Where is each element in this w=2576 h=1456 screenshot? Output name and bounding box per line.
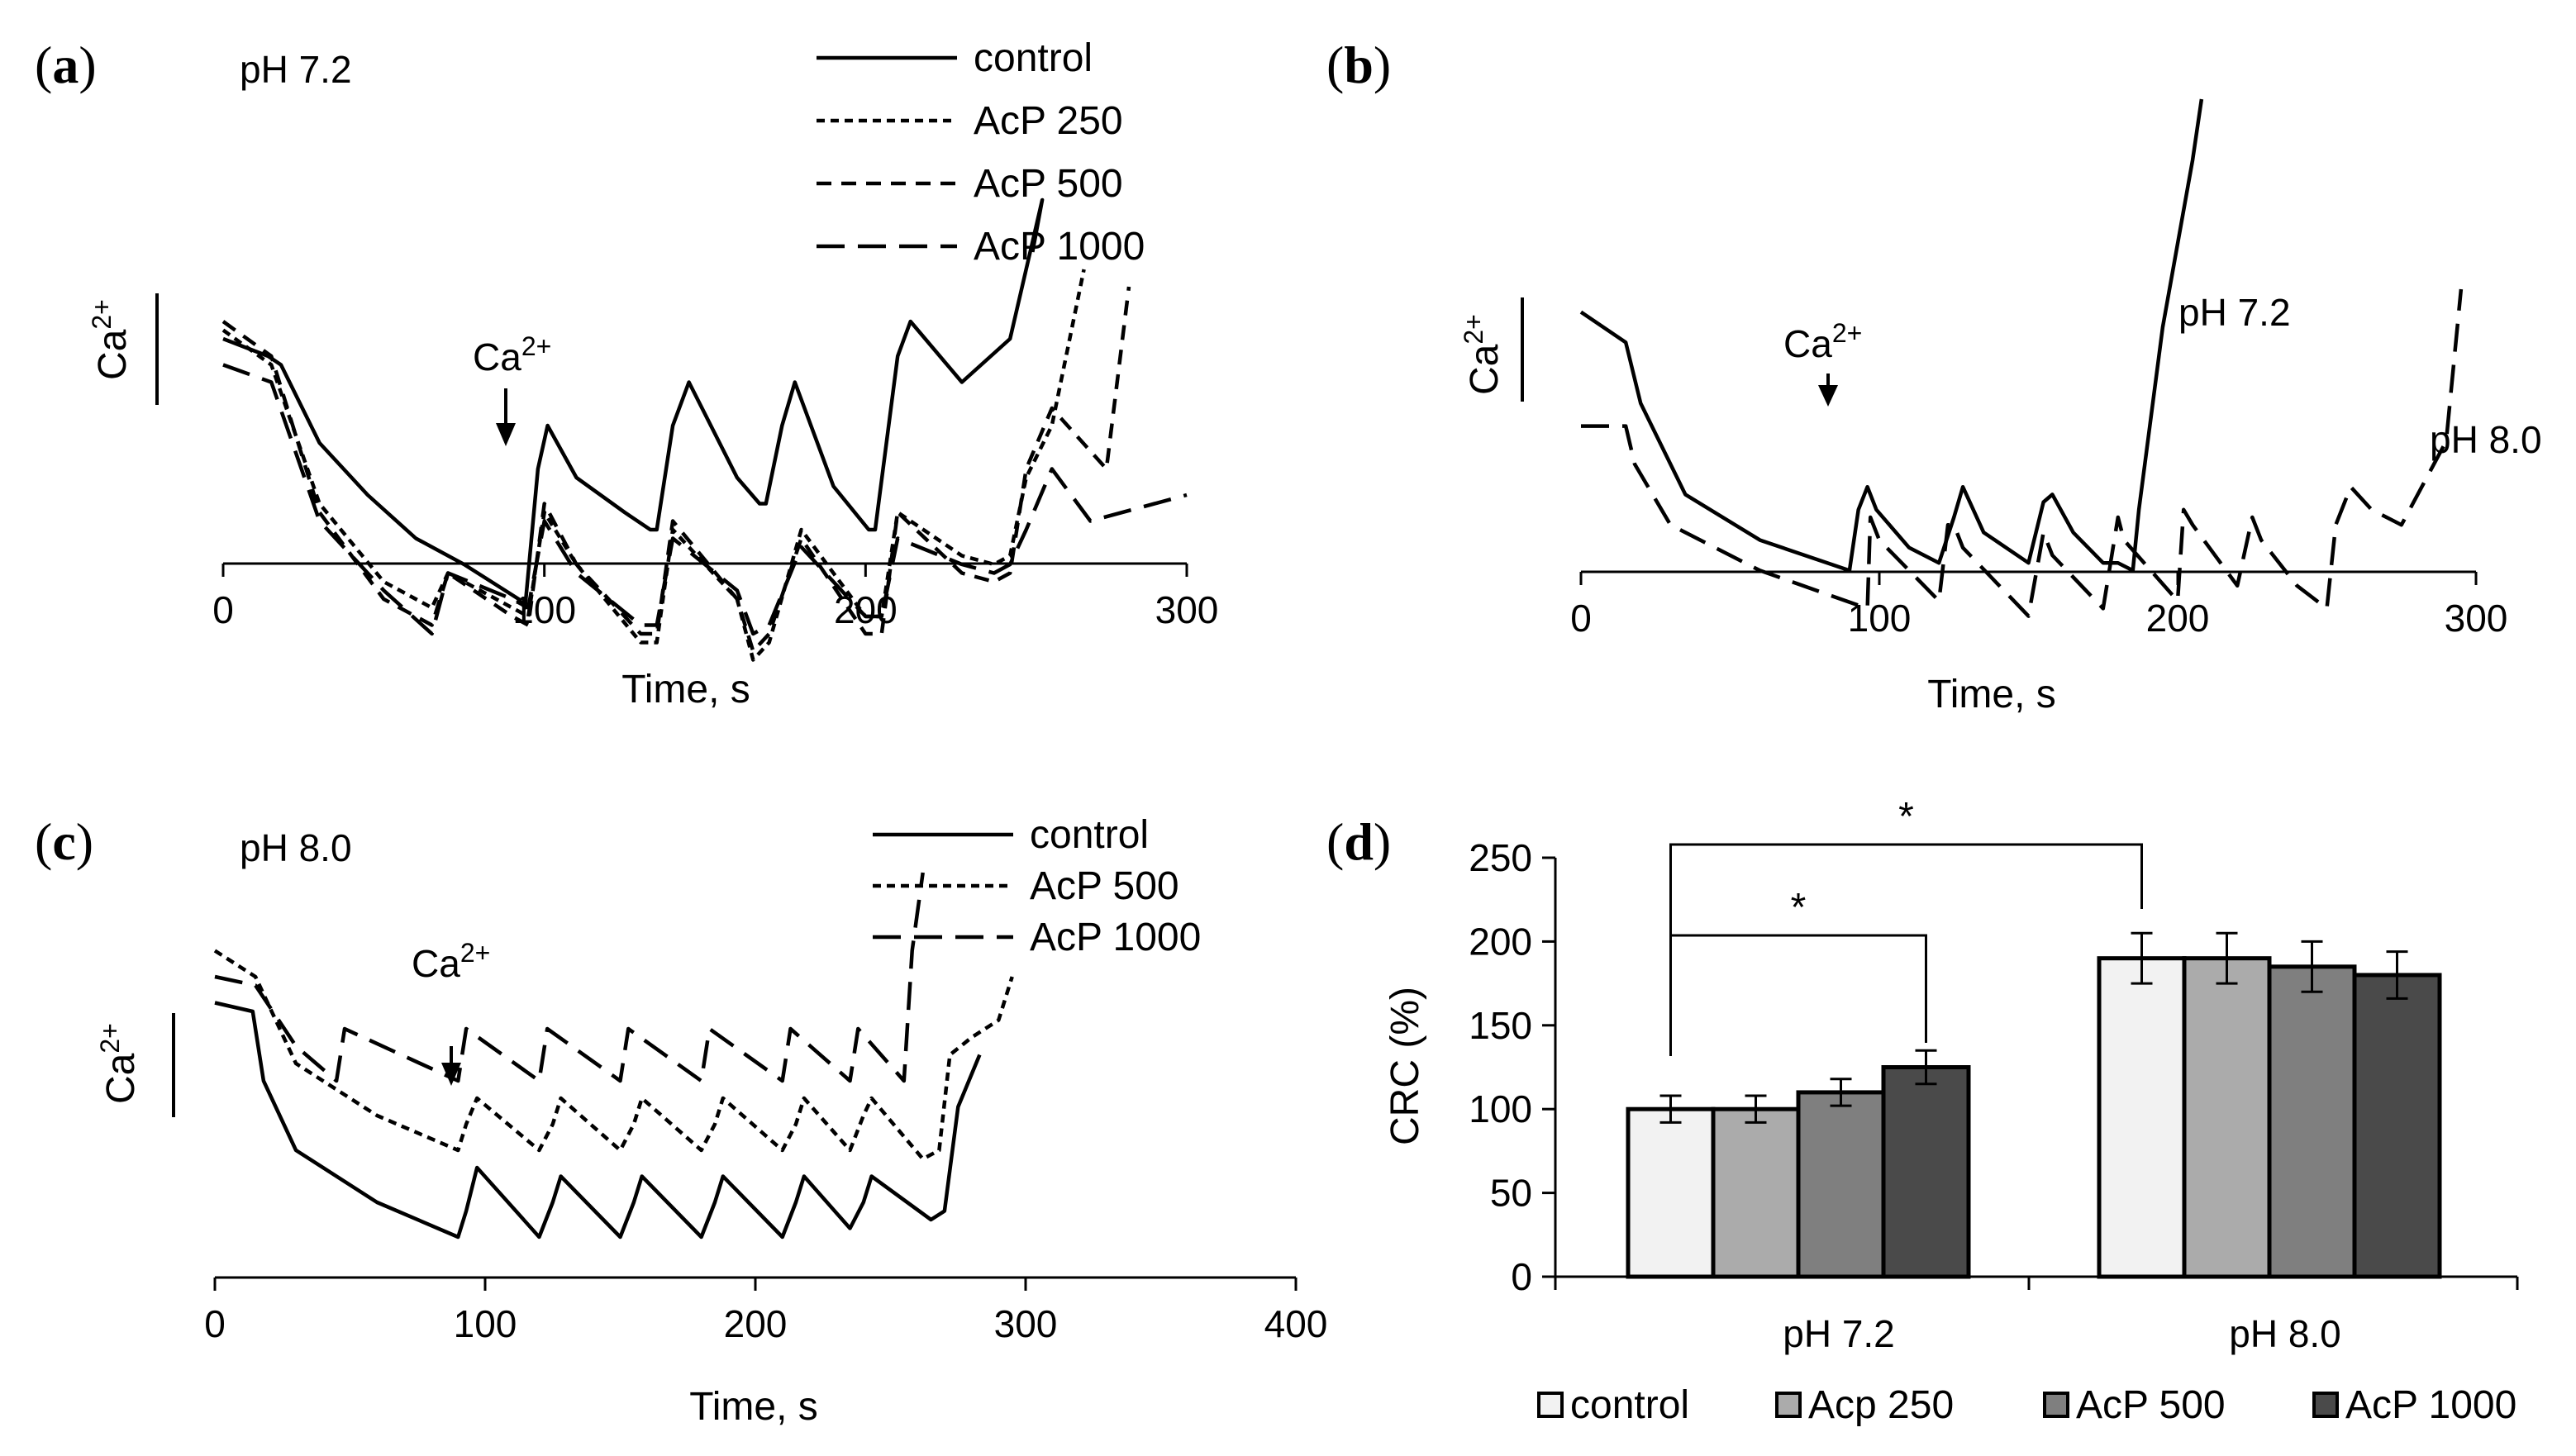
- panel-a-label: (a): [35, 36, 97, 94]
- panel-c-label: (c): [35, 812, 93, 871]
- bar-acp-1000-ph-7-2: [1881, 1065, 1971, 1279]
- x-tick-label: 200: [724, 1302, 788, 1345]
- x-tick-label: 300: [994, 1302, 1058, 1345]
- panel-b-curve-label-ph80: pH 8.0: [2430, 418, 2542, 461]
- series-line-acp-500: [213, 949, 1014, 1161]
- panel-d-label: (d): [1326, 812, 1391, 871]
- significance-star-2: *: [1898, 795, 1914, 839]
- series-line-acp-500: [221, 286, 1131, 654]
- x-tick-label: 100: [512, 588, 576, 631]
- panel-a-x-title: Time, s: [621, 668, 750, 711]
- y-tick-label: 100: [1469, 1087, 1532, 1130]
- significance-bracket-1: [1669, 934, 1927, 1056]
- series-line-acp-1000: [222, 363, 1188, 636]
- category-label: pH 7.2: [1783, 1312, 1895, 1355]
- panel-a-legend: control AcP 250 AcP 500 AcP 1000: [817, 36, 1145, 269]
- legend-swatch: [1775, 1392, 1802, 1418]
- panel-a-series: [221, 197, 1188, 662]
- panel-d-y-ticks: 0 50 100 150 200 250: [1469, 836, 1555, 1298]
- series-line-control: [214, 1001, 982, 1240]
- panel-b-arrow-label: Ca2+: [1783, 318, 1862, 365]
- legend-swatch: [1537, 1392, 1564, 1418]
- x-tick-label: 200: [2146, 597, 2210, 640]
- series-line-ph-7-2: [1579, 98, 2204, 573]
- bar-acp-250-ph-8-0: [2182, 956, 2272, 1279]
- panel-a: (a) pH 7.2 Ca2+ 0 100 200 300 Time, s contr…: [35, 36, 1218, 711]
- panel-c-condition: pH 8.0: [240, 826, 352, 869]
- legend-label: AcP 500: [974, 162, 1123, 206]
- panel-b-curve-label-ph72: pH 7.2: [2178, 291, 2291, 334]
- x-tick-label: 0: [1570, 597, 1592, 640]
- panel-a-arrow: [496, 388, 516, 446]
- panel-c-y-label: Ca2+: [95, 1023, 143, 1104]
- panel-d-y-title: CRC (%): [1383, 987, 1427, 1145]
- panel-c-arrow: [441, 1046, 461, 1086]
- panel-d-bars: [1626, 931, 2442, 1279]
- legend-swatch: [2312, 1392, 2339, 1418]
- legend-label: AcP 500: [1030, 864, 1179, 908]
- series-line-ph-8-0: [1581, 288, 2464, 618]
- category-label: pH 8.0: [2229, 1312, 2341, 1355]
- significance-bracket-2: [1669, 843, 2143, 1043]
- y-tick-label: 150: [1469, 1004, 1532, 1047]
- legend-label: control: [1570, 1383, 1689, 1427]
- panel-c-legend: control AcP 500 AcP 1000: [873, 813, 1201, 959]
- panel-b-series: [1579, 98, 2464, 618]
- legend-label: AcP 250: [974, 99, 1123, 143]
- panel-b-arrow: [1818, 374, 1838, 407]
- series-line-acp-250: [221, 269, 1086, 662]
- panel-b-y-label: Ca2+: [1459, 314, 1507, 395]
- panel-d-legend: control Acp 250 AcP 500 AcP 1000: [1537, 1383, 2516, 1427]
- bar-acp-250-ph-7-2: [1711, 1106, 1801, 1279]
- panel-c: (c) pH 8.0 Ca2+ 0 100 200 300 400 Time, s co…: [35, 812, 1327, 1429]
- x-tick-label: 400: [1264, 1302, 1328, 1345]
- x-tick-label: 300: [1155, 588, 1219, 631]
- bar-control-ph-8-0: [2097, 956, 2187, 1279]
- x-tick-label: 300: [2445, 597, 2508, 640]
- bar-acp-500-ph-7-2: [1796, 1090, 1886, 1279]
- panel-c-x-ticks: 0 100 200 300 400: [204, 1278, 1327, 1345]
- panel-b-x-ticks: 0 100 200 300: [1570, 572, 2507, 640]
- panel-a-arrow-label: Ca2+: [473, 331, 551, 378]
- x-tick-label: 0: [212, 588, 234, 631]
- bar-control-ph-7-2: [1626, 1106, 1716, 1279]
- x-tick-label: 0: [204, 1302, 226, 1345]
- y-tick-label: 250: [1469, 836, 1532, 879]
- legend-label: AcP 500: [2076, 1383, 2226, 1427]
- panel-a-condition: pH 7.2: [240, 48, 352, 91]
- series-line-control: [222, 197, 1045, 610]
- legend-label: control: [974, 36, 1093, 80]
- legend-label: AcP 1000: [2345, 1383, 2516, 1427]
- panel-a-y-label: Ca2+: [87, 299, 135, 380]
- panel-c-arrow-label: Ca2+: [412, 938, 490, 985]
- panel-c-x-title: Time, s: [689, 1385, 818, 1429]
- y-tick-label: 200: [1469, 920, 1532, 963]
- y-tick-label: 0: [1511, 1255, 1532, 1298]
- legend-swatch: [2043, 1392, 2069, 1418]
- series-line-acp-1000: [214, 872, 925, 1083]
- panel-d-categories: pH 7.2 pH 8.0: [1554, 1277, 2519, 1355]
- panel-c-series: [213, 872, 1014, 1240]
- bar-acp-1000-ph-8-0: [2352, 973, 2442, 1279]
- legend-label: Acp 250: [1808, 1383, 1954, 1427]
- legend-label: AcP 1000: [1030, 916, 1201, 959]
- panel-b-x-title: Time, s: [1927, 673, 2056, 716]
- legend-label: AcP 1000: [974, 225, 1145, 269]
- significance-star-1: *: [1791, 886, 1807, 930]
- y-tick-label: 50: [1490, 1172, 1532, 1215]
- panel-d-significance: **: [1669, 795, 2143, 1056]
- x-tick-label: 100: [454, 1302, 517, 1345]
- legend-label: control: [1030, 813, 1149, 857]
- bar-acp-500-ph-8-0: [2267, 964, 2357, 1279]
- panel-b-label: (b): [1326, 36, 1391, 94]
- panel-b: (b) Ca2+ 0 100 200 300 Time, s pH 7.2 pH 8.…: [1326, 36, 2542, 716]
